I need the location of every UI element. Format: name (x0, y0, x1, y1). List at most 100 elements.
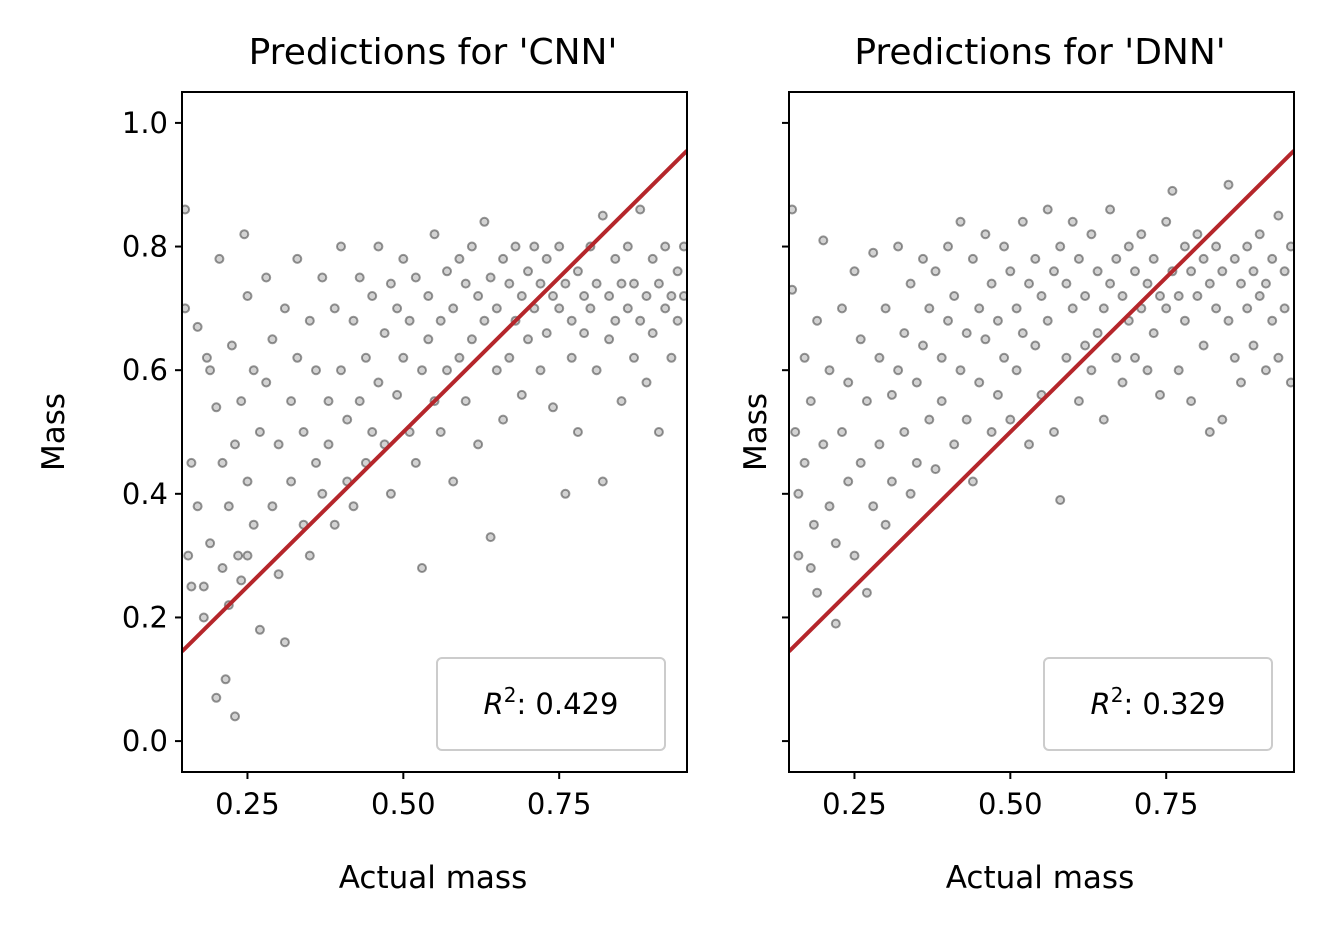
data-point (793, 550, 804, 561)
data-point (837, 303, 847, 314)
data-point (1105, 278, 1116, 289)
data-point (572, 266, 583, 277)
data-point (647, 253, 658, 264)
data-point (1136, 229, 1147, 240)
data-point (799, 457, 810, 468)
data-point (541, 328, 552, 339)
data-point (248, 519, 259, 530)
data-point (672, 315, 683, 326)
data-point (560, 278, 571, 289)
data-point (818, 439, 829, 450)
data-point (560, 488, 571, 499)
data-point (1204, 278, 1215, 289)
data-point (392, 303, 403, 314)
data-point (201, 352, 212, 363)
data-point (205, 538, 216, 549)
data-point (454, 352, 465, 363)
data-point (485, 532, 496, 543)
data-point (1067, 303, 1078, 314)
data-point (254, 427, 265, 437)
data-point (672, 266, 683, 277)
data-point (1260, 365, 1271, 376)
legend-box (1043, 657, 1273, 751)
data-point (410, 272, 421, 283)
data-point (635, 315, 646, 326)
data-point (911, 377, 922, 388)
data-point (348, 501, 359, 512)
data-point (491, 365, 502, 376)
data-point (1117, 291, 1128, 301)
data-point (1229, 352, 1240, 363)
data-point (239, 229, 250, 240)
data-point (1086, 229, 1097, 240)
data-point (230, 711, 240, 722)
data-point (629, 278, 639, 289)
data-point (1192, 291, 1203, 301)
data-point (286, 396, 297, 407)
data-point (1042, 315, 1053, 326)
data-point (367, 427, 378, 437)
data-point (992, 315, 1003, 326)
data-point (554, 241, 565, 252)
data-point (336, 365, 346, 376)
data-point (893, 365, 904, 376)
data-point (911, 457, 922, 468)
data-point (805, 563, 816, 573)
data-point (974, 377, 985, 388)
data-point (223, 501, 234, 512)
data-point (1011, 303, 1022, 314)
data-point (233, 550, 244, 561)
data-point (622, 303, 633, 314)
data-point (373, 241, 384, 252)
data-point (585, 303, 596, 314)
data-point (861, 396, 872, 407)
data-point (448, 303, 459, 314)
data-point (554, 303, 565, 314)
data-point (242, 550, 253, 561)
data-point (1198, 253, 1209, 264)
data-point (597, 210, 608, 221)
data-point (214, 253, 225, 264)
data-point (641, 377, 652, 388)
data-point (1161, 216, 1172, 227)
data-point (629, 352, 639, 363)
data-point (186, 457, 197, 468)
data-point (905, 278, 916, 289)
data-point (1155, 389, 1165, 400)
data-point (182, 204, 191, 215)
data-point (442, 266, 452, 277)
data-point (248, 365, 259, 376)
data-point (242, 476, 253, 487)
data-point (899, 328, 910, 339)
data-point (342, 414, 353, 425)
data-point (566, 315, 577, 326)
data-point (417, 563, 427, 573)
x-tick-label: 0.50 (371, 787, 436, 821)
data-point (1011, 365, 1022, 376)
data-point (1067, 216, 1078, 227)
data-point (183, 550, 194, 561)
data-point (616, 278, 627, 289)
scatter-points (182, 204, 687, 722)
data-point (1192, 229, 1203, 240)
y-tick-label: 1.0 (122, 106, 168, 140)
data-point (311, 365, 321, 376)
data-point (236, 396, 247, 407)
data-point (660, 303, 671, 314)
data-point (961, 328, 972, 339)
data-point (905, 488, 916, 499)
data-point (1161, 303, 1172, 314)
data-point (417, 365, 427, 376)
data-point (1098, 414, 1109, 425)
data-point (1279, 266, 1290, 277)
data-point (678, 241, 687, 252)
data-point (1080, 340, 1091, 351)
data-point (548, 402, 558, 413)
data-point (491, 303, 502, 314)
data-point (311, 457, 321, 468)
data-point (541, 253, 552, 264)
data-point (198, 612, 209, 623)
data-point (949, 439, 960, 450)
data-point (930, 464, 941, 475)
